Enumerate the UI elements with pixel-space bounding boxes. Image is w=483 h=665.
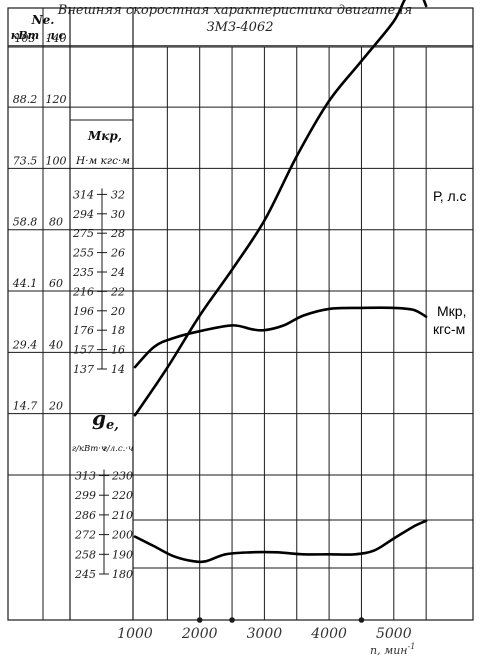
power-tick-kw: 73.5 (13, 154, 38, 167)
torque-tick-kgf: 28 (110, 227, 125, 240)
sfc-tick-g-kwh: 286 (74, 509, 96, 522)
sfc-axis-units-right: г/л.с.·ч (103, 444, 134, 454)
grid-lines: 1000 2000 3000 4000 5000 (7, 7, 474, 642)
sfc-axis-title: g (92, 406, 106, 430)
chart-title: Внешняя скоростная характеристика двигат… (57, 3, 412, 18)
sfc-tick-g-kwh: 245 (74, 568, 96, 581)
torque-axis-title: Мкр, (87, 129, 122, 143)
torque-tick-kgf: 18 (111, 324, 125, 337)
legend-torque-units: кгс-м (433, 321, 465, 337)
sfc-tick-g-hph: 200 (111, 529, 133, 542)
power-tick-hp: 120 (46, 93, 67, 106)
left-axis-panel: 14.7 20 29.4 40 44.1 60 58.8 80 73.5 100 88.2 120 10… (12, 8, 134, 620)
sfc-axis-title-sub: e, (106, 418, 119, 433)
torque-tick-nm: 176 (73, 324, 94, 337)
x-axis-label-text: n, мин (370, 644, 408, 657)
power-tick-hp: 40 (48, 338, 63, 351)
torque-tick-kgf: 22 (110, 285, 125, 298)
torque-tick-nm: 137 (73, 363, 94, 376)
torque-tick-kgf: 26 (110, 247, 125, 260)
x-tick-label: 3000 (247, 626, 283, 642)
x-marker-dot (196, 617, 203, 623)
power-curve (133, 0, 428, 417)
sfc-tick-g-hph: 190 (112, 548, 133, 561)
power-tick-hp: 80 (49, 216, 63, 229)
x-marker-dot (358, 617, 365, 623)
torque-tick-kgf: 20 (110, 305, 125, 318)
sfc-tick-g-kwh: 272 (74, 529, 96, 542)
power-tick-hp: 60 (49, 277, 63, 290)
sfc-tick-g-kwh: 313 (75, 470, 96, 483)
power-tick-kw: 14.7 (13, 400, 38, 413)
chart-frame (7, 7, 474, 621)
x-tick-label: 2000 (181, 626, 218, 642)
torque-tick-nm: 157 (73, 344, 94, 357)
sfc-tick-g-hph: 220 (111, 489, 133, 502)
power-axis-title: Ne. (31, 13, 55, 27)
x-axis-label-sup: -1 (408, 642, 416, 651)
power-tick-kw: 29.4 (12, 338, 38, 351)
power-tick-kw: 58.8 (13, 216, 38, 229)
torque-tick-kgf: 14 (111, 363, 125, 376)
x-marker-dot (229, 617, 235, 623)
x-tick-label: 5000 (376, 626, 412, 642)
sfc-tick-g-kwh: 258 (74, 548, 96, 561)
torque-tick-nm: 216 (72, 285, 94, 298)
torque-curve (133, 306, 428, 369)
chart-subtitle: ЗМЗ-4062 (207, 20, 274, 35)
power-axis-unit-kw: кВт (11, 29, 39, 42)
torque-tick-kgf: 32 (111, 188, 125, 201)
sfc-tick-g-hph: 210 (111, 509, 133, 522)
torque-tick-nm: 196 (73, 305, 94, 318)
curves (133, 0, 428, 564)
power-tick-kw: 103 (15, 32, 36, 45)
legend-torque: Мкр, (437, 303, 466, 319)
torque-axis-units: Н·м кгс·м (75, 155, 130, 167)
torque-tick-nm: 235 (72, 266, 94, 279)
sfc-curve (133, 519, 428, 564)
torque-tick-nm: 275 (72, 227, 94, 240)
power-axis-unit-hp: л.с (47, 29, 66, 42)
power-tick-hp: 140 (46, 32, 67, 45)
torque-tick-nm: 294 (72, 208, 94, 221)
torque-tick-kgf: 16 (111, 344, 125, 357)
sfc-tick-g-hph: 180 (112, 568, 133, 581)
power-tick-kw: 44.1 (12, 277, 38, 290)
sfc-axis-units-left: г/кВт·ч (72, 444, 107, 454)
power-tick-hp: 20 (48, 400, 63, 413)
torque-tick-nm: 314 (73, 188, 94, 201)
sfc-tick-g-kwh: 299 (74, 489, 96, 502)
power-tick-kw: 88.2 (13, 93, 38, 106)
x-axis-label: n, мин-1 (370, 642, 415, 657)
torque-tick-kgf: 24 (110, 266, 125, 279)
legend-power: Р, л.с (433, 188, 467, 204)
torque-tick-nm: 255 (72, 247, 94, 260)
x-tick-label: 1000 (117, 626, 153, 642)
sfc-tick-g-hph: 230 (111, 470, 133, 483)
torque-tick-kgf: 30 (111, 208, 125, 221)
power-tick-hp: 100 (46, 154, 67, 167)
x-tick-label: 4000 (310, 626, 347, 642)
